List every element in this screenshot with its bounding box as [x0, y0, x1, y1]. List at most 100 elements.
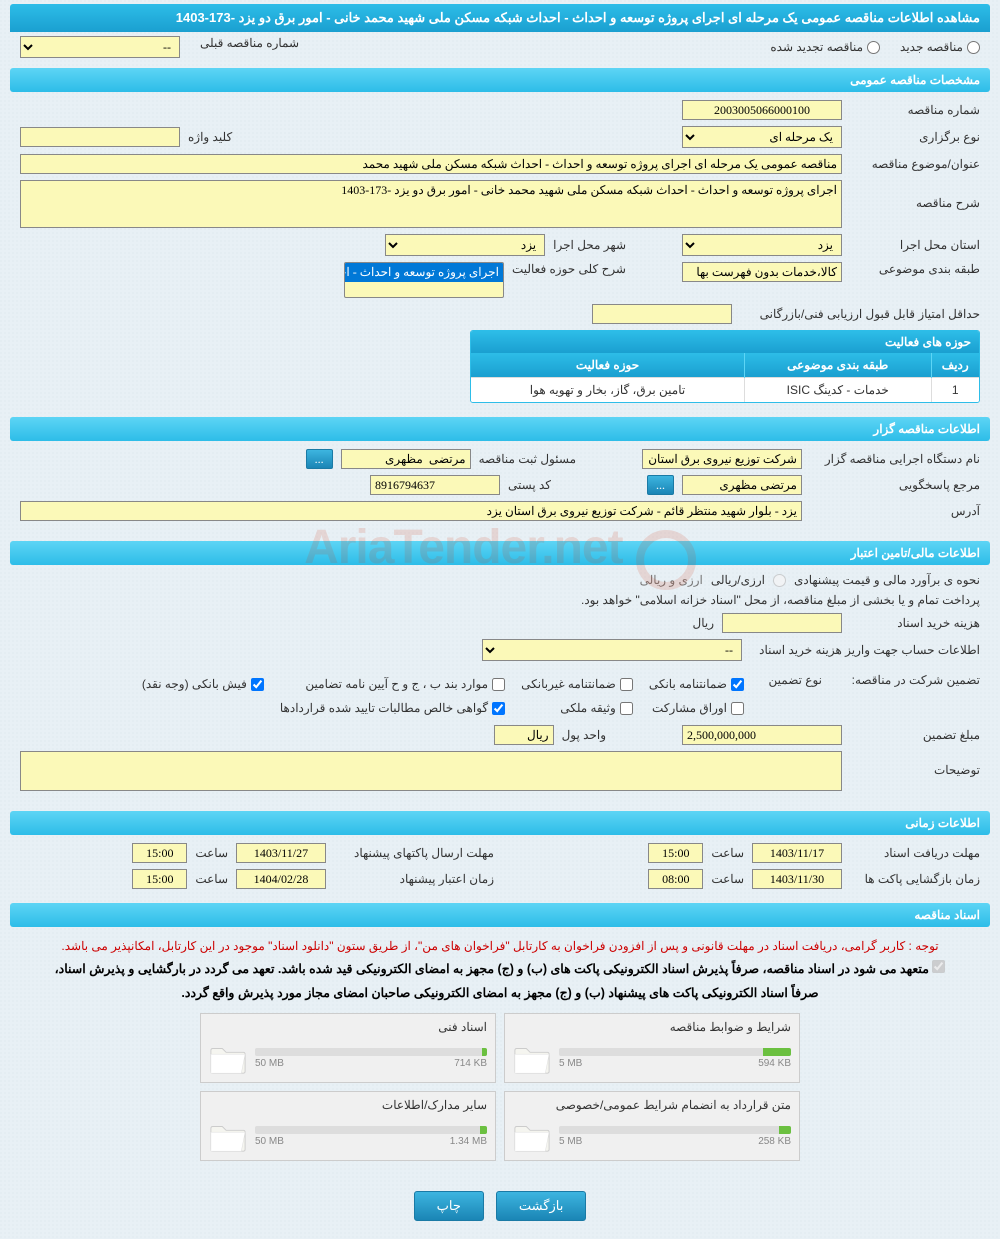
warning-red-text: توجه : کاربر گرامی، دریافت اسناد در مهلت… [20, 935, 980, 957]
file-progress-bar [255, 1048, 487, 1056]
title-label: عنوان/موضوع مناقصه [850, 157, 980, 171]
holding-type-select[interactable]: یک مرحله ای [682, 126, 842, 148]
checkbox-net-claims-cert[interactable]: گواهی خالص مطالبات تایید شده قراردادها [280, 701, 505, 715]
commitment-checkbox [932, 960, 945, 973]
activity-desc-multiselect[interactable]: اجرای پروژه توسعه و احداث - احداث شبکه [344, 262, 504, 298]
renewed-tender-radio[interactable] [867, 41, 880, 54]
province-select[interactable]: یزد [682, 234, 842, 256]
subject-class-input[interactable] [682, 262, 842, 282]
validity-date[interactable] [236, 869, 326, 889]
hour-label-1: ساعت [711, 846, 744, 860]
account-info-select[interactable]: -- [482, 639, 742, 661]
section-body-financial: نحوه ی برآورد مالی و قیمت پیشنهادی ارزی/… [10, 565, 990, 805]
section-body-organizer: نام دستگاه اجرایی مناقصه گزار مسئول ثبت … [10, 441, 990, 535]
guarantee-amount-label: مبلغ تضمین [850, 728, 980, 742]
send-deadline-date[interactable] [236, 843, 326, 863]
open-time-time[interactable] [648, 869, 703, 889]
new-tender-label: مناقصه جدید [900, 40, 963, 54]
open-time-label: زمان بازگشایی پاکت ها [850, 872, 980, 886]
checkbox-bank-receipt[interactable]: فیش بانکی (وجه نقد) [142, 677, 264, 691]
new-tender-radio[interactable] [967, 41, 980, 54]
prev-tender-no-select[interactable]: -- [20, 36, 180, 58]
holding-type-label: نوع برگزاری [850, 130, 980, 144]
warning-black-1: متعهد می شود در اسناد مناقصه، صرفاً پذیر… [55, 962, 929, 976]
file-total: 50 MB [255, 1058, 284, 1069]
description-label: شرح مناقصه [850, 180, 980, 210]
back-button[interactable]: بازگشت [496, 1191, 586, 1221]
checkbox-label: ضمانتنامه بانکی [649, 677, 727, 691]
open-time-date[interactable] [752, 869, 842, 889]
section-header-timing: اطلاعات زمانی [10, 811, 990, 835]
checkbox-property-deposit[interactable]: وثیقه ملکی [521, 701, 633, 715]
participation-guarantee-label: تضمین شرکت در مناقصه: [830, 673, 980, 687]
guarantee-amount-input[interactable] [682, 725, 842, 745]
postal-label: کد پستی [508, 478, 551, 492]
account-info-label: اطلاعات حساب جهت واریز هزینه خرید اسناد [750, 643, 980, 657]
print-button[interactable]: چاپ [414, 1191, 484, 1221]
explanations-textarea[interactable] [20, 751, 842, 791]
file-card[interactable]: اسناد فنی 50 MB 714 KB [200, 1013, 496, 1083]
send-deadline-time[interactable] [132, 843, 187, 863]
file-title: متن قرارداد به انضمام شرایط عمومی/خصوصی [513, 1098, 791, 1112]
keyword-input[interactable] [20, 127, 180, 147]
file-title: سایر مدارک/اطلاعات [209, 1098, 487, 1112]
receipt-deadline-time[interactable] [648, 843, 703, 863]
file-progress-fill [779, 1126, 791, 1134]
min-score-input[interactable] [592, 304, 732, 324]
description-textarea[interactable] [20, 180, 842, 228]
cell-area: تامین برق، گاز، بخار و تهویه هوا [471, 378, 744, 403]
checkbox-input-bank-guarantee[interactable] [731, 678, 744, 691]
checkbox-bank-guarantee[interactable]: ضمانتنامه بانکی [649, 677, 744, 691]
checkbox-input-property-deposit[interactable] [620, 702, 633, 715]
hour-label-4: ساعت [195, 872, 228, 886]
checkbox-input-participation-bonds[interactable] [731, 702, 744, 715]
responder-lookup-button[interactable]: ... [647, 475, 674, 495]
validity-time[interactable] [132, 869, 187, 889]
explanations-label: توضیحات [850, 751, 980, 777]
activity-table: ردیف طبقه بندی موضوعی حوزه فعالیت 1 خدما… [471, 353, 979, 402]
file-grid: شرایط و ضوابط مناقصه 5 MB 594 KB اسناد ف… [200, 1013, 800, 1161]
tender-no-input[interactable] [682, 100, 842, 120]
new-tender-radio-item[interactable]: مناقصه جدید [900, 36, 980, 58]
th-classification: طبقه بندی موضوعی [744, 353, 931, 378]
doc-cost-input[interactable] [722, 613, 842, 633]
checkbox-input-cases-b-c[interactable] [492, 678, 505, 691]
folder-icon [209, 1040, 247, 1076]
send-deadline-label: مهلت ارسال پاکتهای پیشنهاد [334, 846, 494, 860]
file-card[interactable]: شرایط و ضوابط مناقصه 5 MB 594 KB [504, 1013, 800, 1083]
checkbox-input-bank-receipt[interactable] [251, 678, 264, 691]
cell-classification: خدمات - کدینگ ISIC [744, 378, 931, 403]
file-card[interactable]: سایر مدارک/اطلاعات 50 MB 1.34 MB [200, 1091, 496, 1161]
rial-label-1: ریال [692, 616, 714, 630]
city-select[interactable]: یزد [385, 234, 545, 256]
file-total: 5 MB [559, 1058, 582, 1069]
reg-officer-lookup-button[interactable]: ... [306, 449, 333, 469]
guarantee-type-label: نوع تضمین [752, 673, 822, 687]
validity-label: زمان اعتبار پیشنهاد [334, 872, 494, 886]
checkbox-label: فیش بانکی (وجه نقد) [142, 677, 247, 691]
checkbox-input-nonbank-guarantee[interactable] [620, 678, 633, 691]
address-input[interactable] [20, 501, 802, 521]
min-score-label: حداقل امتیاز قابل قبول ارزیابی فنی/بازرگ… [740, 307, 980, 321]
checkbox-input-net-claims-cert[interactable] [492, 702, 505, 715]
file-progress-fill [763, 1048, 791, 1056]
postal-input[interactable] [370, 475, 500, 495]
title-input[interactable] [20, 154, 842, 174]
folder-icon [209, 1118, 247, 1154]
checkbox-participation-bonds[interactable]: اوراق مشارکت [649, 701, 744, 715]
table-row: 1 خدمات - کدینگ ISIC تامین برق، گاز، بخا… [471, 378, 979, 403]
checkbox-cases-b-c[interactable]: موارد بند ب ، ج و ح آیین نامه تضامین [280, 677, 505, 691]
checkbox-nonbank-guarantee[interactable]: ضمانتنامه غیربانکی [521, 677, 633, 691]
section-body-documents: توجه : کاربر گرامی، دریافت اسناد در مهلت… [10, 927, 990, 1169]
file-total: 50 MB [255, 1136, 284, 1147]
currency-unit-input[interactable] [494, 725, 554, 745]
file-card[interactable]: متن قرارداد به انضمام شرایط عمومی/خصوصی … [504, 1091, 800, 1161]
reg-officer-input[interactable] [341, 449, 471, 469]
org-name-input[interactable] [642, 449, 802, 469]
renewed-tender-radio-item[interactable]: مناقصه تجدید شده [770, 36, 880, 58]
receipt-deadline-date[interactable] [752, 843, 842, 863]
section-body-timing: مهلت دریافت اسناد ساعت مهلت ارسال پاکتها… [10, 835, 990, 897]
responder-input[interactable] [682, 475, 802, 495]
org-name-label: نام دستگاه اجرایی مناقصه گزار [810, 452, 980, 466]
estimate-method-label: نحوه ی برآورد مالی و قیمت پیشنهادی [794, 573, 980, 587]
